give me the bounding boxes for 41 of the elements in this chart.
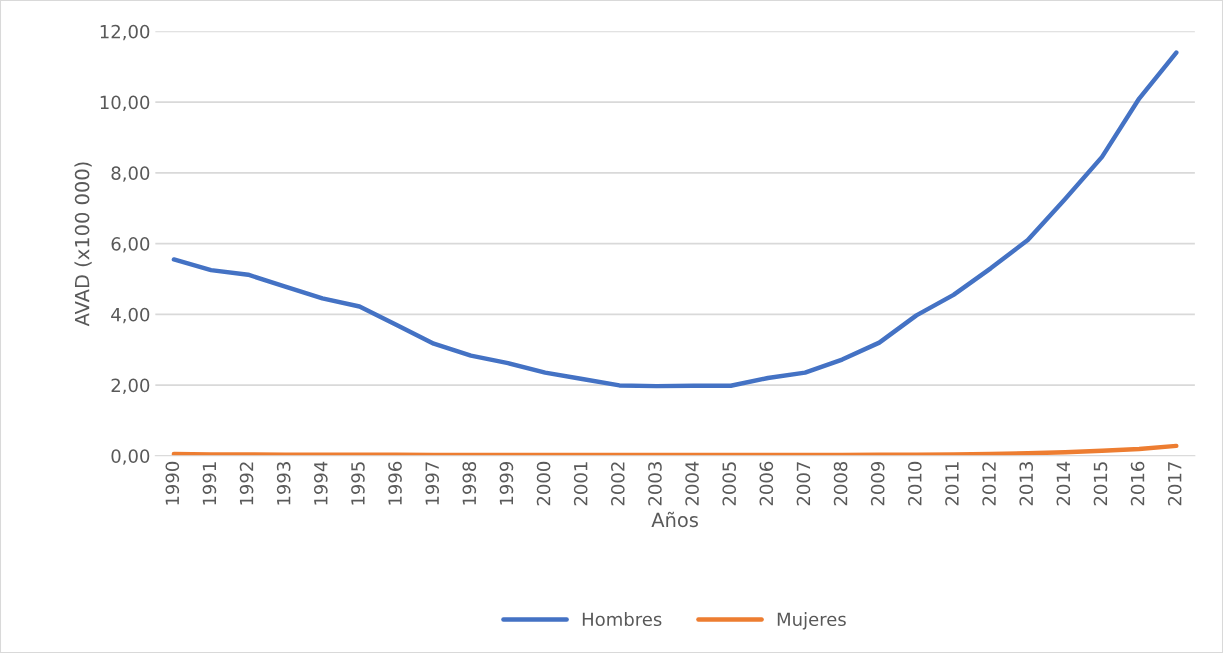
y-tick-label: 8,00 bbox=[111, 166, 150, 182]
y-tick-label: 0,00 bbox=[111, 449, 150, 465]
x-tick-label: 2015 bbox=[1093, 462, 1108, 506]
x-tick-label: 2008 bbox=[833, 461, 848, 506]
x-tick-label: 2011 bbox=[945, 462, 959, 506]
y-tick-label: 2,00 bbox=[111, 378, 150, 395]
x-tick-label: 2009 bbox=[870, 461, 885, 506]
x-tick-label: 1995 bbox=[351, 462, 365, 505]
y-axis-title: AVAD (x100 000) bbox=[74, 162, 92, 327]
x-tick-label: 2000 bbox=[536, 461, 551, 506]
line-series bbox=[171, 50, 1179, 389]
x-tick-label: 1992 bbox=[239, 462, 254, 505]
x-tick-label: 2004 bbox=[685, 461, 699, 506]
x-tick-label: 1993 bbox=[276, 462, 291, 505]
x-tick-label: 2007 bbox=[796, 462, 811, 506]
x-tick-label: 2013 bbox=[1019, 462, 1034, 506]
x-tick-label: 2006 bbox=[759, 461, 774, 506]
x-tick-label: 2014 bbox=[1056, 461, 1071, 506]
y-tick-label: 6,00 bbox=[111, 237, 150, 253]
legend-label: Hombres bbox=[582, 612, 662, 627]
x-tick-label: 1998 bbox=[462, 461, 477, 505]
x-axis-title: Años bbox=[651, 511, 698, 528]
x-tick-label: 2016 bbox=[1130, 461, 1145, 506]
x-tick-label: 2002 bbox=[610, 462, 625, 506]
y-tick-label: 12,00 bbox=[100, 24, 150, 41]
x-tick-label: 1990 bbox=[165, 461, 180, 505]
x-tick-label: 2017 bbox=[1167, 462, 1182, 506]
x-tick-label: 2001 bbox=[573, 462, 588, 506]
x-tick-label: 2010 bbox=[908, 461, 922, 506]
x-tick-label: 1996 bbox=[388, 461, 402, 505]
x-tick-label: 1994 bbox=[313, 461, 328, 505]
x-tick-label: 2003 bbox=[648, 462, 662, 506]
x-tick-label: 1991 bbox=[202, 462, 217, 505]
legend-label: Mujeres bbox=[777, 612, 846, 630]
line-series bbox=[171, 443, 1179, 456]
x-tick-label: 2005 bbox=[722, 462, 737, 506]
y-tick-label: 10,00 bbox=[100, 95, 150, 112]
x-tick-label: 1999 bbox=[499, 461, 514, 505]
y-tick-label: 4,00 bbox=[111, 307, 150, 324]
x-tick-label: 2012 bbox=[982, 462, 996, 506]
x-tick-label: 1997 bbox=[425, 462, 440, 505]
